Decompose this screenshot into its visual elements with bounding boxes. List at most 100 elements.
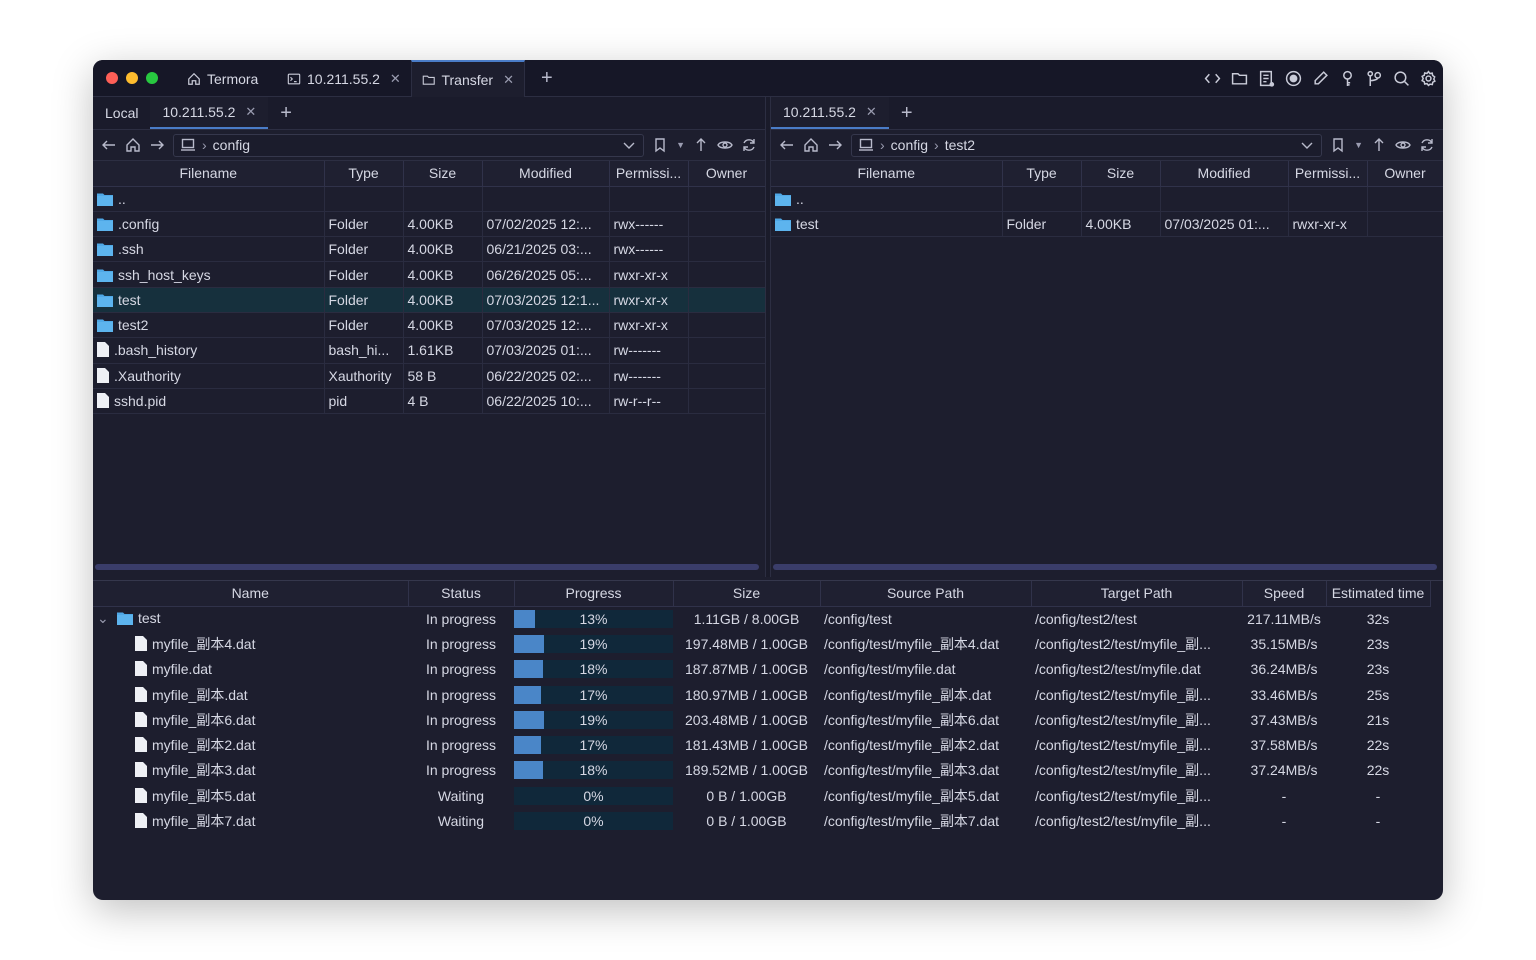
pen-icon[interactable] — [1312, 70, 1329, 87]
transfer-row[interactable]: myfile_副本2.dat In progress 17% 181.43MB … — [93, 732, 1430, 757]
column-header[interactable]: Speed — [1242, 581, 1327, 607]
transfer-row[interactable]: myfile_副本6.dat In progress 19% 203.48MB … — [93, 707, 1430, 732]
chevron-down-icon[interactable] — [1299, 137, 1315, 153]
pane-splitter[interactable] — [765, 97, 771, 577]
tab-session[interactable]: 10.211.55.2 ✕ — [277, 60, 411, 97]
file-row[interactable]: .. — [93, 186, 766, 212]
home-icon[interactable] — [803, 137, 819, 153]
column-header[interactable]: Owner — [1367, 161, 1443, 187]
column-header[interactable]: Modified — [1160, 161, 1289, 187]
eye-icon[interactable] — [1395, 137, 1411, 153]
file-row[interactable]: .bash_history bash_hi... 1.61KB 07/03/2025 … — [93, 337, 766, 364]
column-header[interactable]: Name — [93, 581, 409, 607]
transfer-row[interactable]: myfile.dat In progress 18% 187.87MB / 1.… — [93, 657, 1430, 682]
breadcrumb-item[interactable]: test2 — [944, 137, 976, 153]
path-bar[interactable]: › config › test2 — [851, 133, 1323, 157]
name-text: myfile_副本4.dat — [152, 635, 256, 652]
tab-transfer[interactable]: Transfer ✕ — [411, 60, 525, 97]
transfer-row[interactable]: myfile_副本7.dat Waiting 0% 0 B / 1.00GB /… — [93, 808, 1430, 833]
new-pane-tab-button[interactable]: + — [900, 101, 913, 124]
back-icon[interactable] — [101, 137, 117, 153]
column-header[interactable]: Permissi... — [609, 161, 689, 187]
file-row[interactable]: .ssh Folder 4.00KB 06/21/2025 03:... rwx----… — [93, 236, 766, 263]
progress-label: 19% — [579, 711, 608, 728]
close-tab-icon[interactable]: ✕ — [503, 71, 514, 87]
close-tab-icon[interactable]: ✕ — [245, 104, 257, 119]
expand-chevron-icon[interactable]: ⌄ — [97, 610, 109, 627]
file-row[interactable]: sshd.pid pid 4 B 06/22/2025 10:... rw-r--r-- — [93, 388, 766, 415]
cell-text: .. — [796, 190, 804, 207]
forward-icon[interactable] — [827, 137, 843, 153]
key-icon[interactable] — [1339, 70, 1356, 87]
transfer-row[interactable]: ⌄ test In progress 13% 1.11GB / 8.00GB /c… — [93, 606, 1430, 631]
column-header[interactable]: Estimated time — [1326, 581, 1431, 607]
pane-tab[interactable]: Local — [93, 97, 150, 129]
bookmark-icon[interactable] — [1330, 137, 1346, 153]
file-cell: test — [771, 211, 1003, 238]
forward-icon[interactable] — [149, 137, 165, 153]
breadcrumb-item[interactable]: config — [212, 137, 251, 153]
column-header[interactable]: Filename — [93, 161, 325, 187]
close-tab-icon[interactable]: ✕ — [865, 104, 877, 119]
home-icon[interactable] — [125, 137, 141, 153]
file-row[interactable]: test Folder 4.00KB 07/03/2025 01:... rwxr-xr… — [771, 211, 1443, 238]
file-row[interactable]: test2 Folder 4.00KB 07/03/2025 12:... rwxr-x… — [93, 312, 766, 339]
file-row[interactable]: test Folder 4.00KB 07/03/2025 12:1... rwxr-x… — [93, 287, 766, 313]
column-header[interactable]: Progress — [514, 581, 674, 607]
column-header[interactable]: Size — [1081, 161, 1161, 187]
column-header[interactable]: Size — [403, 161, 483, 187]
file-cell: 06/21/2025 03:... — [482, 236, 610, 263]
file-row[interactable]: ssh_host_keys Folder 4.00KB 06/26/2025 05:.… — [93, 261, 766, 288]
transfer-row[interactable]: myfile_副本5.dat Waiting 0% 0 B / 1.00GB /… — [93, 783, 1430, 808]
horizontal-scrollbar[interactable] — [95, 564, 759, 570]
breadcrumb-item[interactable]: config — [890, 137, 929, 153]
folder-icon[interactable] — [1231, 70, 1248, 87]
bookmark-dropdown-icon[interactable]: ▼ — [1354, 140, 1363, 150]
search-icon[interactable] — [1393, 70, 1410, 87]
transfer-row[interactable]: myfile_副本3.dat In progress 18% 189.52MB … — [93, 758, 1430, 783]
column-header[interactable]: Status — [408, 581, 515, 607]
path-bar[interactable]: › config — [173, 133, 645, 157]
tab-termora[interactable]: Termora — [177, 60, 268, 97]
progress-label: 17% — [579, 737, 608, 754]
column-header[interactable]: Size — [673, 581, 821, 607]
code-icon[interactable] — [1204, 70, 1221, 87]
maximize-window-button[interactable] — [146, 72, 158, 84]
file-row[interactable]: .config Folder 4.00KB 07/02/2025 12:... rwx-… — [93, 211, 766, 238]
eye-icon[interactable] — [717, 137, 733, 153]
home-icon — [188, 72, 200, 85]
column-header[interactable]: Filename — [771, 161, 1003, 187]
new-tab-button[interactable]: + — [541, 67, 553, 89]
bookmark-icon[interactable] — [652, 137, 668, 153]
column-header[interactable]: Source Path — [820, 581, 1032, 607]
pane-tab[interactable]: 10.211.55.2 ✕ — [771, 97, 889, 129]
file-row[interactable]: .. — [771, 186, 1443, 212]
transfer-row[interactable]: myfile_副本.dat In progress 17% 180.97MB /… — [93, 682, 1430, 707]
refresh-icon[interactable] — [1419, 137, 1435, 153]
minimize-window-button[interactable] — [126, 72, 138, 84]
pane-tab[interactable]: 10.211.55.2 ✕ — [150, 97, 269, 129]
column-header[interactable]: Type — [324, 161, 404, 187]
column-header[interactable]: Modified — [482, 161, 610, 187]
close-window-button[interactable] — [106, 72, 118, 84]
log-icon[interactable] — [1258, 70, 1275, 87]
column-header[interactable]: Permissi... — [1288, 161, 1368, 187]
keygen-icon[interactable] — [1366, 70, 1383, 87]
bookmark-dropdown-icon[interactable]: ▼ — [676, 140, 685, 150]
parent-directory-icon[interactable] — [1371, 137, 1387, 153]
horizontal-scrollbar[interactable] — [773, 564, 1437, 570]
close-tab-icon[interactable]: ✕ — [389, 70, 401, 86]
column-header[interactable]: Owner — [688, 161, 766, 187]
new-pane-tab-button[interactable]: + — [280, 101, 292, 124]
column-header[interactable]: Type — [1002, 161, 1082, 187]
gear-icon[interactable] — [1420, 70, 1437, 87]
chevron-down-icon[interactable] — [621, 137, 637, 153]
column-header[interactable]: Target Path — [1031, 581, 1243, 607]
record-icon[interactable] — [1285, 70, 1302, 87]
transfer-row[interactable]: myfile_副本4.dat In progress 19% 197.48MB … — [93, 631, 1430, 656]
parent-directory-icon[interactable] — [693, 137, 709, 153]
file-row[interactable]: .Xauthority Xauthority 58 B 06/22/2025 02:.… — [93, 363, 766, 389]
file-cell — [688, 287, 766, 313]
refresh-icon[interactable] — [741, 137, 757, 153]
back-icon[interactable] — [779, 137, 795, 153]
